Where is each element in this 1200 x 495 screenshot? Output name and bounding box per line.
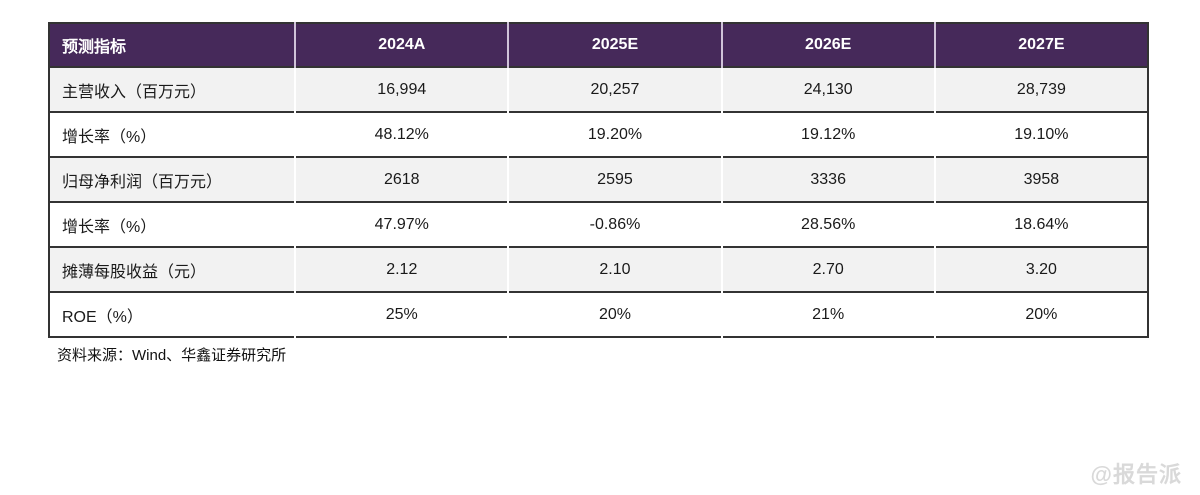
cell-value: 47.97%: [294, 201, 509, 247]
row-label: 增长率（%）: [49, 111, 296, 157]
table-row-revenue-growth: 增长率（%） 48.12% 19.20% 19.12% 19.10%: [49, 111, 1148, 157]
row-label: ROE（%）: [49, 291, 296, 337]
row-label: 主营收入（百万元）: [49, 66, 296, 112]
cell-value: 16,994: [294, 66, 509, 112]
cell-value: 3.20: [933, 246, 1148, 292]
header-cell-2027e: 2027E: [933, 23, 1148, 67]
table-header-row: 预测指标 2024A 2025E 2026E 2027E: [49, 23, 1148, 67]
cell-value: 24,130: [720, 66, 935, 112]
cell-value: 2.12: [294, 246, 509, 292]
header-cell-2025e: 2025E: [507, 23, 722, 67]
table-row-diluted-eps: 摊薄每股收益（元） 2.12 2.10 2.70 3.20: [49, 246, 1148, 292]
row-label: 摊薄每股收益（元）: [49, 246, 296, 292]
cell-value: -0.86%: [507, 201, 722, 247]
source-note: 资料来源：Wind、华鑫证券研究所: [57, 347, 287, 364]
cell-value: 20%: [933, 291, 1148, 337]
cell-value: 28,739: [933, 66, 1148, 112]
table-row-revenue: 主营收入（百万元） 16,994 20,257 24,130 28,739: [49, 66, 1148, 112]
cell-value: 3336: [720, 156, 935, 202]
cell-value: 20%: [507, 291, 722, 337]
cell-value: 18.64%: [933, 201, 1148, 247]
table-row-profit-growth: 增长率（%） 47.97% -0.86% 28.56% 18.64%: [49, 201, 1148, 247]
cell-value: 19.12%: [720, 111, 935, 157]
cell-value: 2618: [294, 156, 509, 202]
cell-value: 2.10: [507, 246, 722, 292]
header-cell-2026e: 2026E: [720, 23, 935, 67]
header-cell-2024a: 2024A: [294, 23, 509, 67]
header-cell-indicator: 预测指标: [49, 23, 296, 67]
cell-value: 19.20%: [507, 111, 722, 157]
cell-value: 48.12%: [294, 111, 509, 157]
cell-value: 28.56%: [720, 201, 935, 247]
cell-value: 2595: [507, 156, 722, 202]
table-row-roe: ROE（%） 25% 20% 21% 20%: [49, 291, 1148, 337]
cell-value: 20,257: [507, 66, 722, 112]
table-row-net-profit: 归母净利润（百万元） 2618 2595 3336 3958: [49, 156, 1148, 202]
row-label: 增长率（%）: [49, 201, 296, 247]
cell-value: 21%: [720, 291, 935, 337]
cell-value: 19.10%: [933, 111, 1148, 157]
cell-value: 2.70: [720, 246, 935, 292]
watermark: @报告派: [1090, 462, 1182, 487]
forecast-table: 预测指标 2024A 2025E 2026E 2027E 主营收入（百万元） 1…: [48, 22, 1149, 338]
row-label: 归母净利润（百万元）: [49, 156, 296, 202]
cell-value: 3958: [933, 156, 1148, 202]
cell-value: 25%: [294, 291, 509, 337]
